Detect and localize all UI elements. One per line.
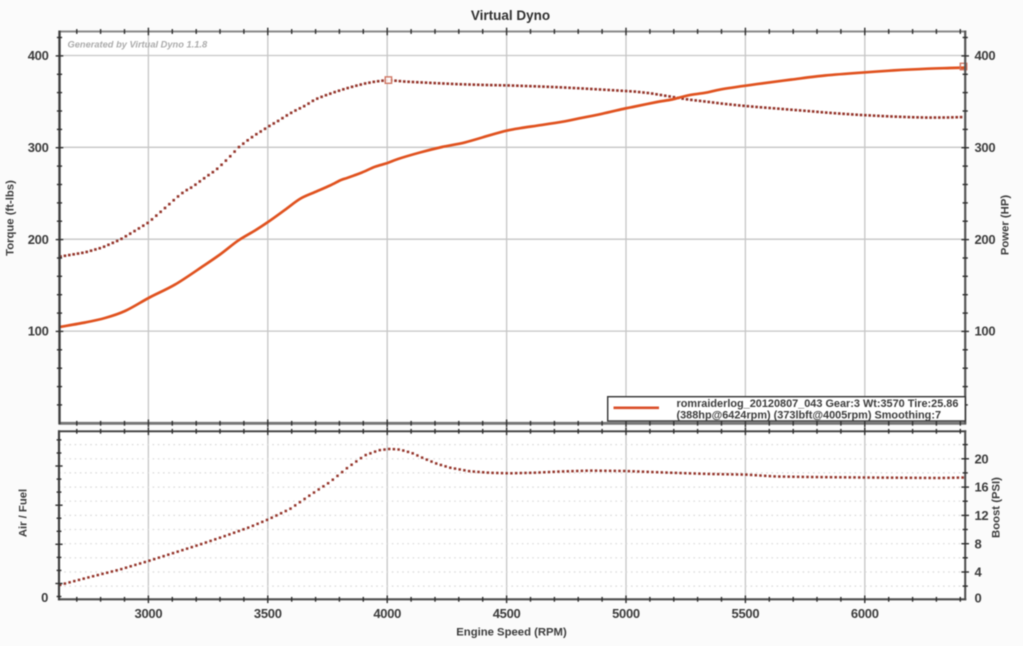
svg-text:Torque (ft-lbs): Torque (ft-lbs) — [5, 180, 17, 256]
svg-text:4: 4 — [975, 565, 983, 580]
svg-text:Boost (PSI): Boost (PSI) — [991, 477, 1003, 538]
svg-text:200: 200 — [28, 232, 49, 247]
svg-text:8: 8 — [975, 536, 982, 551]
svg-text:Generated by Virtual Dyno 1.1.: Generated by Virtual Dyno 1.1.8 — [68, 40, 209, 50]
svg-text:300: 300 — [975, 140, 996, 155]
svg-text:5000: 5000 — [612, 606, 640, 621]
svg-text:400: 400 — [28, 48, 49, 63]
svg-text:100: 100 — [28, 324, 49, 339]
svg-text:3000: 3000 — [135, 606, 163, 621]
svg-text:Virtual Dyno: Virtual Dyno — [471, 8, 550, 23]
svg-text:Power (HP): Power (HP) — [1000, 195, 1012, 255]
svg-text:4000: 4000 — [373, 606, 401, 621]
svg-text:200: 200 — [975, 232, 996, 247]
svg-text:300: 300 — [28, 140, 49, 155]
svg-text:Engine Speed (RPM): Engine Speed (RPM) — [456, 627, 567, 639]
svg-text:romraiderlog_20120807_043 Gear: romraiderlog_20120807_043 Gear:3 Wt:3570… — [677, 398, 959, 410]
svg-text:5500: 5500 — [732, 606, 760, 621]
svg-text:16: 16 — [975, 480, 989, 495]
svg-text:400: 400 — [975, 48, 996, 63]
svg-text:6000: 6000 — [851, 606, 879, 621]
svg-text:0: 0 — [975, 591, 982, 606]
svg-text:Air / Fuel: Air / Fuel — [18, 489, 30, 537]
svg-text:3500: 3500 — [254, 606, 282, 621]
svg-text:12: 12 — [975, 508, 989, 523]
svg-text:4500: 4500 — [493, 606, 521, 621]
svg-text:0: 0 — [41, 590, 48, 605]
svg-text:(388hp@6424rpm) (373lbft@4005r: (388hp@6424rpm) (373lbft@4005rpm) Smooth… — [677, 410, 942, 422]
svg-text:20: 20 — [975, 451, 989, 466]
svg-text:100: 100 — [975, 324, 996, 339]
